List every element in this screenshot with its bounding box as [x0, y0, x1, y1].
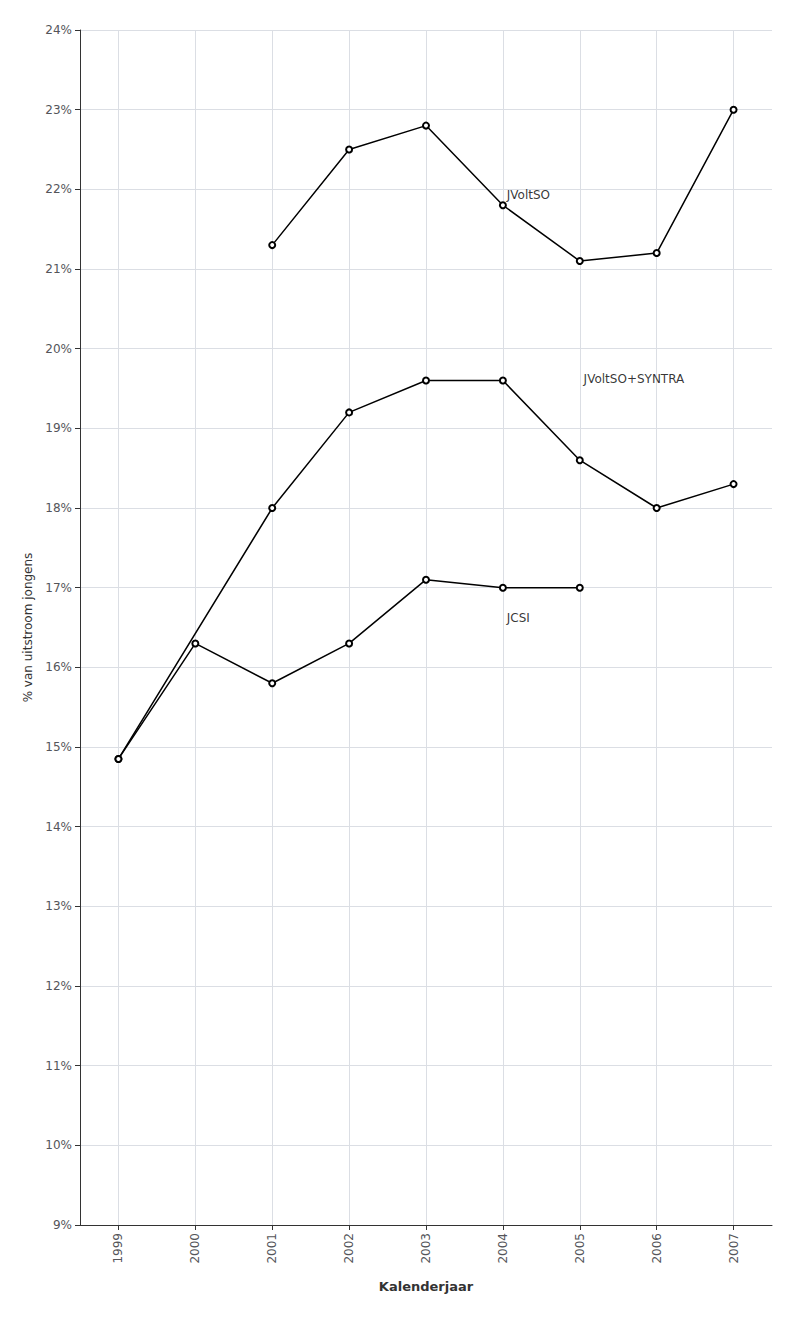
svg-text:JVoltSO: JVoltSO: [506, 188, 550, 202]
svg-text:2004: 2004: [496, 1233, 510, 1264]
svg-text:1999: 1999: [111, 1233, 125, 1264]
svg-text:9%: 9%: [53, 1218, 72, 1232]
svg-text:17%: 17%: [45, 581, 72, 595]
svg-text:21%: 21%: [45, 262, 72, 276]
svg-text:14%: 14%: [45, 820, 72, 834]
svg-text:2002: 2002: [342, 1233, 356, 1264]
svg-text:20%: 20%: [45, 342, 72, 356]
svg-text:24%: 24%: [45, 23, 72, 37]
svg-text:18%: 18%: [45, 501, 72, 515]
svg-text:% van uitstroom jongens: % van uitstroom jongens: [21, 553, 35, 703]
svg-text:22%: 22%: [45, 182, 72, 196]
svg-text:19%: 19%: [45, 421, 72, 435]
svg-text:16%: 16%: [45, 660, 72, 674]
svg-text:10%: 10%: [45, 1138, 72, 1152]
svg-text:2000: 2000: [188, 1233, 202, 1264]
svg-text:2001: 2001: [265, 1233, 279, 1264]
svg-text:2007: 2007: [727, 1233, 741, 1264]
svg-text:JVoltSO+SYNTRA: JVoltSO+SYNTRA: [583, 372, 685, 386]
svg-text:JCSI: JCSI: [506, 611, 530, 625]
svg-text:2006: 2006: [650, 1233, 664, 1264]
svg-text:15%: 15%: [45, 740, 72, 754]
svg-text:Kalenderjaar: Kalenderjaar: [379, 1279, 474, 1294]
svg-text:12%: 12%: [45, 979, 72, 993]
svg-text:11%: 11%: [45, 1059, 72, 1073]
svg-text:2003: 2003: [419, 1233, 433, 1264]
svg-text:23%: 23%: [45, 103, 72, 117]
svg-text:2005: 2005: [573, 1233, 587, 1264]
svg-text:13%: 13%: [45, 899, 72, 913]
